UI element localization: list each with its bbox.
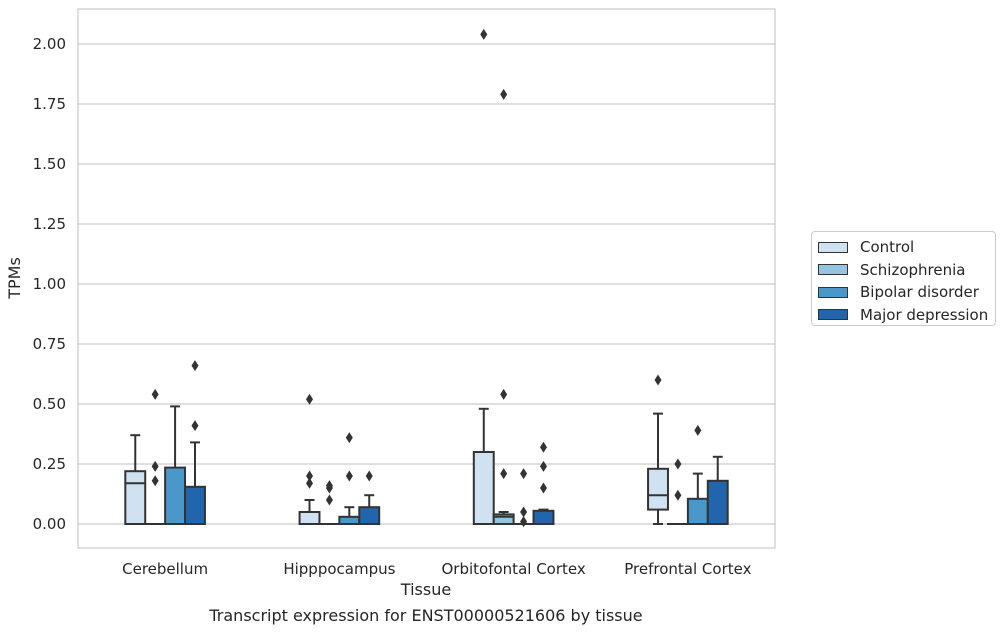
box-major-depression: [532, 441, 555, 525]
outlier-point: [191, 360, 199, 372]
outlier-point: [500, 468, 508, 480]
outlier-point: [539, 441, 547, 453]
box-body: [298, 511, 321, 525]
outlier-point: [694, 424, 702, 436]
box-control: [298, 393, 321, 525]
legend-swatch: [818, 264, 848, 276]
legend-item: Schizophrenia: [818, 259, 995, 282]
legend-swatch: [818, 241, 848, 253]
outlier-point: [151, 475, 159, 487]
outlier-point: [325, 480, 333, 492]
box-body: [647, 467, 669, 511]
legend: Control Schizophrenia Bipolar disorder Majo…: [811, 231, 996, 326]
x-tick-label: Hipppocampus: [283, 560, 395, 578]
box-major-depression: [358, 470, 381, 526]
box-body: [338, 515, 361, 525]
outlier-point: [191, 420, 199, 432]
legend-item: Major depression: [818, 304, 995, 327]
y-tick-label: 0.50: [33, 395, 66, 413]
box-body: [492, 513, 515, 526]
box-body: [532, 509, 555, 525]
box-schizophrenia: [144, 388, 167, 526]
outlier-point: [654, 374, 662, 386]
y-tick-label: 1.25: [33, 215, 66, 233]
legend-swatch: [818, 286, 848, 298]
outlier-point: [365, 470, 373, 482]
x-tick-label: Prefrontal Cortex: [624, 560, 751, 578]
outlier-point: [151, 388, 159, 400]
legend-label: Control: [860, 238, 915, 257]
y-tick-label: 0.75: [33, 335, 66, 353]
y-tick-label: 0.00: [33, 515, 66, 533]
outlier-point: [151, 460, 159, 472]
y-tick-label: 1.75: [33, 95, 66, 113]
legend-item: Control: [818, 236, 995, 259]
box-body: [124, 470, 147, 526]
box-major-depression: [184, 360, 206, 525]
x-tick-label: Cerebellum: [122, 560, 208, 578]
box-bipolar-disorder: [164, 405, 187, 526]
outlier-point: [539, 482, 547, 494]
x-tick-labels: Cerebellum Hipppocampus Orbitofontal Corte…: [122, 560, 751, 578]
box-control: [472, 28, 495, 525]
box-body: [164, 466, 187, 526]
box-control: [124, 434, 147, 526]
outlier-point: [520, 516, 528, 528]
outlier-point: [325, 494, 333, 506]
y-tick-label: 0.25: [33, 455, 66, 473]
outlier-point: [306, 477, 314, 489]
y-axis-label: TPMs: [5, 257, 24, 300]
figure-caption: Transcript expression for ENST0000052160…: [209, 606, 643, 625]
x-tick-label: Orbitofontal Cortex: [442, 560, 586, 578]
outlier-point: [539, 460, 547, 472]
legend-label: Schizophrenia: [860, 260, 966, 279]
box-bipolar-disorder: [686, 424, 709, 525]
outlier-point: [674, 458, 682, 470]
y-tick-label: 2.00: [33, 35, 66, 53]
box-body: [706, 479, 729, 525]
legend-swatch: [818, 309, 848, 321]
legend-item: Bipolar disorder: [818, 281, 995, 304]
y-tick-labels: 0.00 0.25 0.50 0.75 1.00 1.25 1.50 1.75 2.00: [33, 35, 66, 533]
outlier-point: [480, 28, 488, 40]
box-control: [647, 374, 669, 525]
outlier-point: [500, 88, 508, 100]
y-tick-label: 1.00: [33, 275, 66, 293]
outlier-point: [520, 506, 528, 518]
outlier-point: [306, 470, 314, 482]
box-body: [472, 451, 495, 525]
outlier-point: [520, 468, 528, 480]
box-body: [686, 497, 709, 525]
y-tick-label: 1.50: [33, 155, 66, 173]
outlier-point: [500, 388, 508, 400]
boxes: [124, 28, 729, 528]
box-major-depression: [706, 455, 729, 525]
outlier-point: [345, 432, 353, 444]
box-body: [358, 506, 381, 526]
legend-label: Bipolar disorder: [860, 283, 979, 302]
box-schizophrenia: [492, 88, 515, 526]
outlier-point: [674, 489, 682, 501]
outlier-point: [306, 393, 314, 405]
box-body: [184, 485, 206, 525]
x-axis-label: Tissue: [400, 580, 451, 599]
outlier-point: [345, 470, 353, 482]
box-bipolar-disorder: [512, 468, 535, 528]
legend-label: Major depression: [860, 305, 989, 324]
